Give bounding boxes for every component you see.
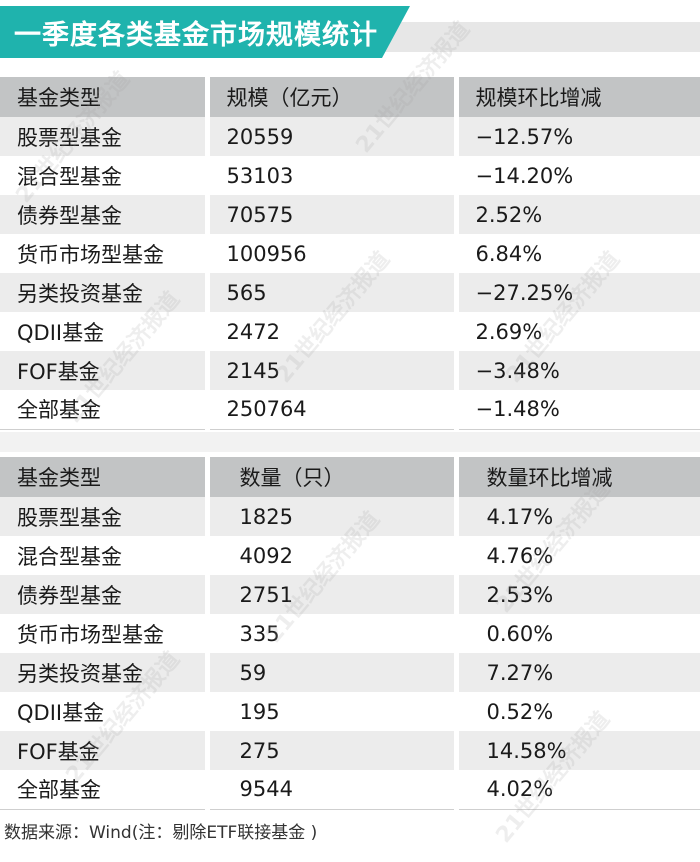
table-header-row: 基金类型 数量（只） 数量环比增减: [0, 457, 700, 497]
cell-scale-change: 2.52%: [453, 195, 700, 234]
table-row: QDII基金 195 0.52%: [0, 692, 700, 731]
cell-scale: 250764: [204, 390, 456, 430]
cell-scale: 100956: [204, 234, 456, 273]
cell-scale: 565: [204, 273, 456, 312]
cell-fund-type: 股票型基金: [0, 117, 207, 156]
table-row: 另类投资基金 59 7.27%: [0, 653, 700, 692]
table-row: 债券型基金 70575 2.52%: [0, 195, 700, 234]
cell-fund-type: 全部基金: [0, 390, 207, 430]
cell-fund-type: 另类投资基金: [0, 273, 207, 312]
cell-fund-type: QDII基金: [0, 312, 207, 351]
cell-scale-change: 6.84%: [453, 234, 700, 273]
table-row: FOF基金 275 14.58%: [0, 731, 700, 770]
header-scale-change: 规模环比增减: [453, 77, 700, 117]
cell-count: 335: [204, 614, 456, 653]
page-title: 一季度各类基金市场规模统计: [14, 19, 378, 51]
cell-count: 195: [204, 692, 456, 731]
table-row: 另类投资基金 565 −27.25%: [0, 273, 700, 312]
cell-count-change: 4.76%: [453, 536, 700, 575]
header-count-change: 数量环比增减: [453, 457, 700, 497]
table-row: QDII基金 2472 2.69%: [0, 312, 700, 351]
table-row: 全部基金 9544 4.02%: [0, 770, 700, 810]
cell-scale: 2472: [204, 312, 456, 351]
table-header-row: 基金类型 规模（亿元） 规模环比增减: [0, 77, 700, 117]
cell-fund-type: 股票型基金: [0, 497, 207, 536]
table-divider: [0, 432, 700, 452]
table-row: 货币市场型基金 100956 6.84%: [0, 234, 700, 273]
cell-fund-type: 全部基金: [0, 770, 207, 810]
cell-fund-type: 另类投资基金: [0, 653, 207, 692]
title-bar: 一季度各类基金市场规模统计: [0, 0, 700, 58]
cell-count-change: 4.02%: [453, 770, 700, 810]
cell-scale-change: −14.20%: [453, 156, 700, 195]
header-fund-type: 基金类型: [0, 77, 207, 117]
cell-count-change: 4.17%: [453, 497, 700, 536]
table-row: 混合型基金 4092 4.76%: [0, 536, 700, 575]
cell-scale: 20559: [204, 117, 456, 156]
header-count: 数量（只）: [204, 457, 456, 497]
cell-fund-type: 货币市场型基金: [0, 234, 207, 273]
table-row: 混合型基金 53103 −14.20%: [0, 156, 700, 195]
table-row: 债券型基金 2751 2.53%: [0, 575, 700, 614]
cell-fund-type: FOF基金: [0, 731, 207, 770]
title-box: 一季度各类基金市场规模统计: [0, 6, 410, 58]
cell-count-change: 0.52%: [453, 692, 700, 731]
cell-count-change: 14.58%: [453, 731, 700, 770]
cell-scale-change: −12.57%: [453, 117, 700, 156]
count-table: 基金类型 数量（只） 数量环比增减 股票型基金 1825 4.17% 混合型基金…: [0, 457, 700, 810]
table-row: 货币市场型基金 335 0.60%: [0, 614, 700, 653]
cell-scale: 70575: [204, 195, 456, 234]
cell-count: 1825: [204, 497, 456, 536]
table-row: 股票型基金 20559 −12.57%: [0, 117, 700, 156]
cell-count: 4092: [204, 536, 456, 575]
table-row: 股票型基金 1825 4.17%: [0, 497, 700, 536]
header-fund-type: 基金类型: [0, 457, 207, 497]
header-scale: 规模（亿元）: [204, 77, 456, 117]
cell-fund-type: 混合型基金: [0, 536, 207, 575]
cell-scale-change: −1.48%: [453, 390, 700, 430]
table-row: 全部基金 250764 −1.48%: [0, 390, 700, 430]
cell-count-change: 7.27%: [453, 653, 700, 692]
cell-scale: 53103: [204, 156, 456, 195]
cell-count-change: 2.53%: [453, 575, 700, 614]
cell-fund-type: 货币市场型基金: [0, 614, 207, 653]
cell-count: 9544: [204, 770, 456, 810]
cell-count-change: 0.60%: [453, 614, 700, 653]
cell-count: 2751: [204, 575, 456, 614]
cell-scale-change: −27.25%: [453, 273, 700, 312]
cell-count: 275: [204, 731, 456, 770]
scale-table: 基金类型 规模（亿元） 规模环比增减 股票型基金 20559 −12.57% 混…: [0, 77, 700, 430]
cell-scale-change: 2.69%: [453, 312, 700, 351]
table-row: FOF基金 2145 −3.48%: [0, 351, 700, 390]
cell-fund-type: 债券型基金: [0, 575, 207, 614]
cell-fund-type: QDII基金: [0, 692, 207, 731]
cell-scale-change: −3.48%: [453, 351, 700, 390]
cell-fund-type: 混合型基金: [0, 156, 207, 195]
cell-fund-type: 债券型基金: [0, 195, 207, 234]
cell-count: 59: [204, 653, 456, 692]
cell-fund-type: FOF基金: [0, 351, 207, 390]
data-source-note: 数据来源：Wind(注：剔除ETF联接基金 ): [4, 823, 318, 843]
cell-scale: 2145: [204, 351, 456, 390]
